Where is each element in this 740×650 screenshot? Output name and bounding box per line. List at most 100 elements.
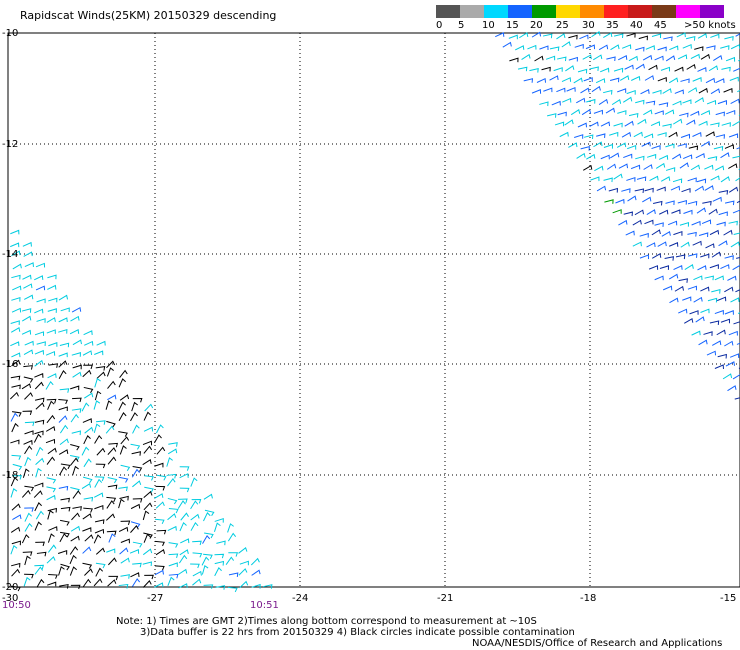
wind-barb	[82, 418, 92, 423]
wind-barb	[47, 284, 57, 290]
wind-barb	[732, 264, 740, 271]
wind-barb	[143, 426, 154, 432]
wind-barb	[579, 34, 589, 40]
wind-barb	[71, 408, 82, 413]
wind-barb	[539, 45, 549, 51]
wind-barb	[21, 329, 32, 335]
wind-barb	[621, 131, 632, 138]
wind-barb	[586, 98, 596, 104]
wind-barb	[48, 363, 59, 368]
wind-barb	[10, 476, 19, 487]
wind-barb	[35, 541, 45, 547]
wind-barb	[674, 66, 684, 72]
wind-barb	[11, 411, 22, 417]
wind-barb	[701, 219, 712, 225]
wind-barb	[585, 44, 596, 50]
wind-barb	[700, 53, 711, 60]
wind-barb	[118, 401, 126, 411]
wind-barb	[716, 296, 727, 302]
wind-barb	[143, 502, 153, 511]
latitude-labels: -10 -12 -14 -16 -18 -20	[2, 28, 18, 593]
wind-barb	[83, 364, 93, 370]
wind-barb	[674, 89, 684, 95]
wind-barb	[635, 99, 645, 105]
wind-barb	[192, 540, 202, 546]
wind-barb	[640, 89, 650, 95]
wind-barb	[34, 502, 42, 512]
wind-barb	[687, 200, 698, 206]
wind-barb	[70, 457, 79, 466]
wind-barb	[673, 118, 683, 125]
wind-barb	[214, 553, 225, 559]
latitude-tick-label: -18	[2, 470, 18, 481]
wind-barb	[707, 156, 718, 161]
wind-barb	[58, 370, 67, 380]
wind-barb	[643, 109, 653, 116]
wind-barb	[517, 66, 528, 72]
wind-barb	[82, 369, 92, 378]
wind-barb	[47, 274, 57, 280]
wind-barb	[679, 112, 689, 118]
wind-barb	[131, 451, 141, 456]
wind-barb	[663, 36, 673, 42]
wind-barb	[644, 219, 654, 225]
wind-barb	[94, 434, 103, 444]
wind-barb	[645, 100, 656, 106]
wind-barb	[561, 77, 572, 82]
wind-barb	[168, 553, 179, 559]
wind-barb	[167, 478, 176, 487]
wind-barb	[665, 55, 676, 62]
wind-barb	[687, 231, 697, 237]
wind-barb	[688, 253, 698, 258]
wind-barb	[710, 33, 720, 39]
wind-barb	[34, 331, 45, 336]
wind-barb	[730, 297, 740, 303]
wind-barb	[715, 134, 726, 139]
wind-barb	[570, 109, 581, 116]
wind-barb	[657, 46, 667, 52]
wind-barb	[201, 564, 209, 575]
wind-barb	[590, 176, 600, 182]
wind-barb	[59, 424, 69, 434]
colorbar-label: 0	[436, 20, 443, 31]
wind-barb	[72, 364, 82, 370]
wind-barb	[118, 498, 125, 509]
wind-barb	[132, 541, 143, 548]
wind-barb	[724, 144, 735, 149]
wind-barb	[204, 509, 215, 516]
wind-barb	[692, 131, 702, 137]
wind-barb	[660, 176, 671, 182]
wind-barb	[154, 493, 164, 499]
wind-barb	[698, 87, 708, 94]
colorbar-swatch	[676, 5, 700, 18]
wind-barb	[34, 521, 42, 531]
wind-barb	[626, 176, 636, 182]
wind-barb	[734, 397, 740, 400]
wind-barb	[34, 564, 45, 570]
wind-barb	[48, 297, 58, 303]
wind-barb	[48, 526, 58, 531]
wind-barb	[583, 164, 593, 171]
wind-barb	[36, 551, 47, 557]
wind-barb	[83, 330, 93, 336]
wind-barb	[710, 88, 721, 95]
wind-barb	[715, 78, 725, 84]
wind-barb	[736, 257, 740, 259]
wind-barb	[11, 568, 21, 577]
wind-barb	[721, 66, 731, 72]
wind-barb	[624, 64, 634, 70]
wind-barb	[71, 352, 81, 357]
colorbar-swatch	[628, 5, 652, 18]
wind-barb	[60, 307, 70, 313]
wind-barb	[107, 394, 117, 401]
colorbar-label: 45	[654, 20, 667, 31]
wind-barb	[108, 442, 119, 448]
wind-barb	[96, 340, 106, 346]
wind-barb	[202, 534, 211, 544]
wind-barb	[130, 572, 140, 578]
wind-barb	[728, 220, 738, 226]
wind-barb	[706, 45, 716, 50]
wind-barb	[58, 317, 68, 323]
wind-barb	[598, 44, 609, 51]
wind-barb	[593, 141, 603, 148]
